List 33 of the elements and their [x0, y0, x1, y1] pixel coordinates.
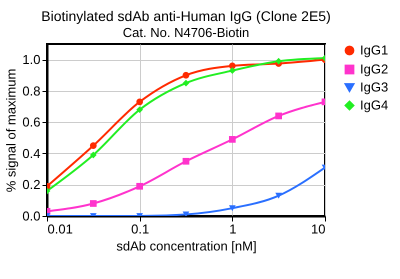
chart-title: Biotinylated sdAb anti-Human IgG (Clone 2E5): [41, 8, 331, 24]
point: [275, 112, 282, 120]
x-tick-label: 0.01: [48, 222, 73, 236]
point: [228, 205, 236, 212]
y-tick-label: 0.4: [22, 146, 40, 161]
y-tick-label: 1.0: [22, 52, 40, 68]
point: [90, 200, 97, 207]
point: [182, 80, 190, 86]
chart-subtitle: Cat. No. N4706-Biotin: [122, 25, 250, 40]
point: [182, 72, 190, 79]
point: [136, 182, 144, 190]
legend-label: IgG2: [360, 62, 388, 76]
x-tick-label: 0.1: [131, 222, 150, 236]
point: [228, 136, 236, 143]
y-tick-label: 0.6: [22, 114, 40, 130]
y-tick-label: 0.0: [22, 208, 40, 224]
y-axis-title: % signal of maximum: [3, 68, 18, 192]
point: [90, 142, 97, 149]
point: [275, 58, 282, 65]
y-tick-label: 0.2: [22, 177, 40, 192]
x-axis-title: sdAb concentration [nM]: [116, 238, 257, 254]
legend-label: IgG1: [360, 42, 388, 58]
x-tick-label: 10: [311, 222, 326, 236]
point: [228, 67, 236, 74]
legend-label: IgG3: [360, 80, 388, 94]
x-tick-label: 1: [229, 222, 236, 236]
point: [182, 158, 190, 165]
legend-label: IgG4: [360, 98, 388, 112]
point: [90, 152, 97, 158]
point: [136, 106, 144, 114]
y-tick-label: 0.8: [22, 83, 40, 98]
point: [275, 192, 282, 199]
point: [136, 98, 144, 106]
